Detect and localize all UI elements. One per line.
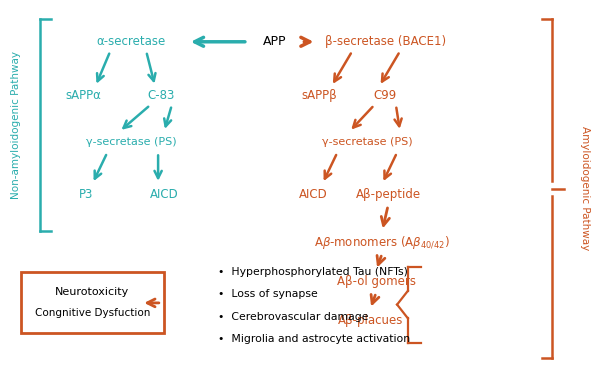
Text: Congnitive Dysfuction: Congnitive Dysfuction [35, 308, 150, 318]
Text: •  Loss of synapse: • Loss of synapse [218, 290, 318, 299]
Text: Aβ-ol gomers: Aβ-ol gomers [336, 275, 415, 288]
Text: β-secretase (BACE1): β-secretase (BACE1) [324, 35, 446, 48]
Text: Aβ-peptide: Aβ-peptide [356, 188, 421, 201]
Text: AICD: AICD [299, 188, 328, 201]
FancyBboxPatch shape [21, 272, 164, 333]
Text: AICD: AICD [150, 188, 178, 201]
Text: P3: P3 [79, 188, 93, 201]
Text: A$\beta$-monomers (A$\beta_{40/42}$): A$\beta$-monomers (A$\beta_{40/42}$) [314, 234, 450, 251]
Text: Non-amyloidogenic Pathway: Non-amyloidogenic Pathway [11, 51, 21, 199]
Text: Aβ-placues: Aβ-placues [338, 314, 403, 327]
Text: γ-secretase (PS): γ-secretase (PS) [86, 137, 177, 147]
Text: sAPPα: sAPPα [66, 89, 101, 102]
Text: •  Cerebrovascular damage: • Cerebrovascular damage [218, 312, 368, 322]
Text: C99: C99 [373, 89, 397, 102]
Text: •  Hyperphosphorylated Tau (NFTs): • Hyperphosphorylated Tau (NFTs) [218, 267, 408, 277]
Text: •  Migrolia and astrocyte activation: • Migrolia and astrocyte activation [218, 334, 410, 344]
Text: C-83: C-83 [147, 89, 175, 102]
Text: γ-secretase (PS): γ-secretase (PS) [322, 137, 412, 147]
Text: α-secretase: α-secretase [96, 35, 166, 48]
Text: sAPPβ: sAPPβ [302, 89, 337, 102]
Text: Amyloidogenic Pathway: Amyloidogenic Pathway [580, 126, 590, 251]
Text: Neurotoxicity: Neurotoxicity [55, 287, 130, 297]
Text: APP: APP [263, 35, 286, 48]
